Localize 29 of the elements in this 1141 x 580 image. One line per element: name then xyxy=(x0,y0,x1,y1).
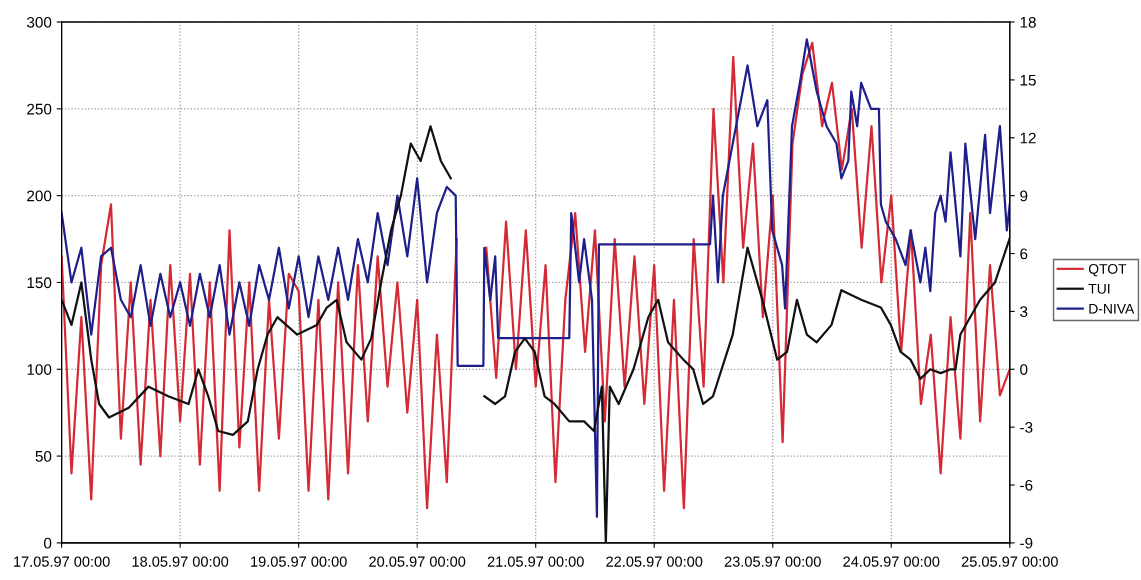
x-tick-label: 23.05.97 00:00 xyxy=(724,556,821,567)
y-tick-label: 50 xyxy=(35,450,52,462)
legend-label: TUI xyxy=(1088,284,1110,294)
legend-label: D-NIVA xyxy=(1089,303,1135,314)
x-tick-label: 25.05.97 00:00 xyxy=(961,556,1058,567)
x-tick-label: 22.05.97 00:00 xyxy=(606,556,703,567)
y2-tick-label: 9 xyxy=(1020,190,1028,202)
y2-tick-label: 18 xyxy=(1020,16,1036,28)
y-tick-label: 300 xyxy=(26,16,52,28)
x-tick-label: 20.05.97 00:00 xyxy=(369,556,466,567)
y-tick-label: 250 xyxy=(27,103,52,115)
y2-tick-label: -9 xyxy=(1020,537,1033,549)
y-tick-label: 200 xyxy=(27,190,52,202)
y2-tick-label: -3 xyxy=(1020,422,1033,433)
y2-tick-label: 0 xyxy=(1020,364,1028,375)
y2-tick-label: 3 xyxy=(1020,306,1028,318)
y-tick-label: 150 xyxy=(27,277,52,289)
y2-tick-label: -6 xyxy=(1020,479,1033,491)
x-tick-label: 21.05.97 00:00 xyxy=(487,556,584,567)
x-tick-label: 18.05.97 00:00 xyxy=(132,556,229,567)
y2-tick-label: 6 xyxy=(1020,248,1028,260)
y-tick-label: 0 xyxy=(43,537,52,549)
y-tick-label: 100 xyxy=(27,364,52,375)
y2-tick-label: 15 xyxy=(1020,74,1036,86)
x-tick-label: 24.05.97 00:00 xyxy=(843,556,940,567)
legend-label: QTOT xyxy=(1088,264,1127,277)
y2-tick-label: 12 xyxy=(1020,132,1036,144)
x-tick-label: 19.05.97 00:00 xyxy=(251,556,347,567)
x-tick-label: 17.05.97 00:00 xyxy=(14,556,110,567)
